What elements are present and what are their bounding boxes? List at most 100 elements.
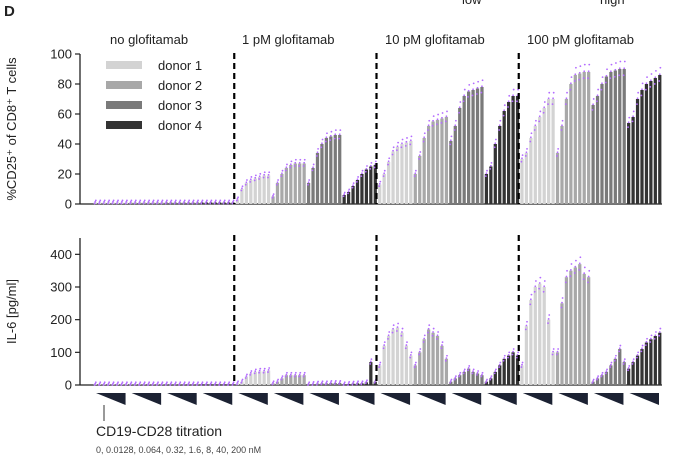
data-point [334, 133, 337, 136]
data-point [423, 136, 426, 139]
data-point [179, 381, 182, 384]
data-point [125, 382, 128, 385]
data-point [182, 384, 185, 386]
data-point [436, 123, 438, 126]
data-point [547, 318, 550, 320]
data-point [267, 173, 270, 176]
data-point [530, 132, 533, 135]
data-point [343, 382, 346, 385]
data-point [307, 382, 310, 385]
data-point [139, 381, 142, 384]
data-point [507, 106, 509, 108]
data-point [134, 381, 137, 384]
data-point [192, 381, 195, 384]
data-point [542, 290, 545, 293]
data-point [321, 380, 324, 383]
bar [547, 99, 551, 204]
data-point [498, 129, 501, 131]
data-point [658, 80, 661, 82]
bar [289, 165, 293, 204]
bar [306, 183, 311, 204]
data-point [209, 384, 212, 386]
data-point [107, 202, 109, 205]
data-point [275, 183, 278, 186]
data-point [161, 199, 164, 202]
data-point [449, 139, 452, 142]
data-point [188, 199, 191, 202]
bar [613, 358, 617, 385]
data-point [404, 144, 407, 147]
bar [373, 165, 377, 204]
y-tick-label: 40 [58, 137, 72, 152]
data-point [334, 380, 337, 382]
bar [320, 144, 324, 204]
data-point [396, 330, 398, 332]
data-point [116, 382, 119, 385]
data-point [485, 172, 488, 175]
legend-label-3: donor 3 [158, 98, 202, 113]
data-point [94, 381, 97, 384]
legend-swatch-3 [106, 101, 142, 109]
data-point [468, 84, 471, 86]
data-point [254, 176, 257, 179]
data-point [129, 384, 132, 386]
data-point [392, 146, 395, 149]
data-point [321, 138, 324, 141]
data-point [378, 363, 381, 366]
data-point [117, 199, 119, 202]
data-point [143, 200, 146, 203]
data-point [201, 200, 203, 203]
data-point [391, 331, 394, 334]
bar [440, 118, 444, 204]
data-point [587, 281, 589, 284]
data-point [632, 115, 635, 118]
bar [413, 365, 417, 385]
data-point [303, 158, 306, 161]
bar [471, 371, 475, 385]
titration-triangle [522, 393, 553, 405]
data-point [445, 115, 448, 118]
data-point [120, 202, 123, 205]
data-point [450, 378, 453, 381]
data-point [481, 79, 484, 82]
data-point [486, 378, 488, 381]
bar [422, 339, 426, 385]
data-point [387, 163, 389, 166]
data-point [462, 372, 465, 375]
data-point [254, 368, 257, 371]
data-point [467, 96, 469, 98]
bar [400, 332, 404, 385]
bar [595, 378, 600, 385]
data-point [471, 94, 474, 97]
data-point [387, 160, 390, 163]
data-point [446, 354, 448, 357]
bar [502, 111, 506, 204]
data-point [169, 200, 172, 203]
data-point [397, 322, 400, 325]
data-point [164, 202, 167, 205]
bar [538, 117, 542, 204]
data-point [622, 363, 625, 365]
bar [409, 355, 413, 385]
data-point [187, 382, 190, 385]
data-point [450, 135, 453, 138]
titration-triangle [344, 393, 375, 405]
data-point [538, 115, 541, 118]
data-point [357, 176, 359, 178]
data-point [326, 380, 328, 383]
data-point [601, 371, 604, 374]
bar [542, 108, 546, 204]
data-point [578, 71, 581, 74]
data-point [152, 381, 155, 384]
data-point [355, 180, 358, 183]
bar [649, 81, 653, 204]
data-point [382, 347, 385, 350]
data-point [449, 381, 452, 384]
bar [600, 84, 604, 204]
data-point [463, 94, 466, 97]
data-point [338, 383, 341, 385]
data-point [285, 166, 288, 169]
bar [475, 373, 480, 385]
data-point [281, 169, 284, 172]
data-point [316, 151, 319, 154]
